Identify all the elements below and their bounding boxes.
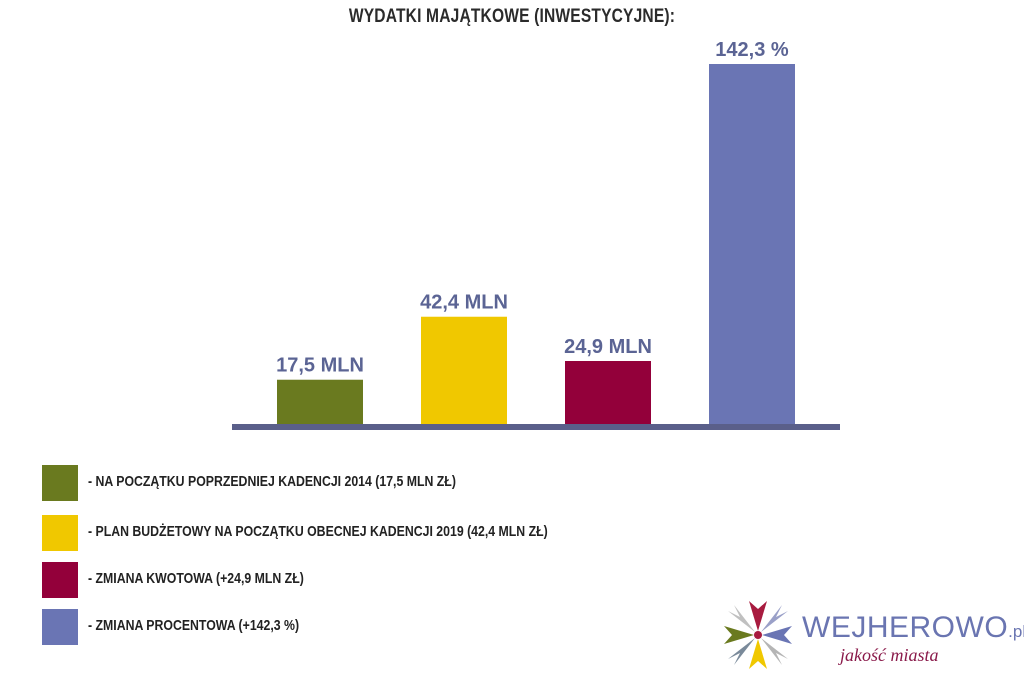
star-emblem-icon xyxy=(724,601,792,669)
logo-suffix: .pl xyxy=(1008,622,1024,641)
legend-item: - PLAN BUDŻETOWY NA POCZĄTKU OBECNEJ KAD… xyxy=(42,515,662,551)
legend-swatch-1 xyxy=(42,465,78,501)
legend-label-2: - PLAN BUDŻETOWY NA POCZĄTKU OBECNEJ KAD… xyxy=(88,523,548,540)
legend-label-3: - ZMIANA KWOTOWA (+24,9 MLN ZŁ) xyxy=(88,570,304,587)
bar-3 xyxy=(565,361,651,424)
bar-1 xyxy=(277,379,363,424)
bar-4 xyxy=(709,64,795,424)
bar-chart: 17,5 MLN 42,4 MLN 24,9 MLN 142,3 % xyxy=(232,39,840,430)
x-axis-baseline xyxy=(232,424,840,430)
wejherowo-logo[interactable]: WEJHEROWO.pl jakość miasta xyxy=(720,595,1024,675)
bar-data-label-3: 24,9 MLN xyxy=(564,336,652,358)
legend-item: - NA POCZĄTKU POPRZEDNIEJ KADENCJI 2014 … xyxy=(42,465,662,501)
logo-wordmark: WEJHEROWO.pl xyxy=(802,611,1024,645)
bar-data-label-1: 17,5 MLN xyxy=(276,355,364,377)
logo-tagline: jakość miasta xyxy=(840,645,939,665)
legend-label-1: - NA POCZĄTKU POPRZEDNIEJ KADENCJI 2014 … xyxy=(88,473,456,490)
legend-swatch-4 xyxy=(42,609,78,645)
legend-label-4: - ZMIANA PROCENTOWA (+142,3 %) xyxy=(88,617,300,634)
bar-data-label-2: 42,4 MLN xyxy=(420,292,508,314)
legend-swatch-3 xyxy=(42,562,78,598)
legend-swatch-2 xyxy=(42,515,78,551)
logo-name: WEJHEROWO xyxy=(802,611,1009,644)
bar-data-label-4: 142,3 % xyxy=(715,39,789,61)
legend-item: - ZMIANA KWOTOWA (+24,9 MLN ZŁ) xyxy=(42,562,662,598)
chart-title: WYDATKI MAJĄTKOWE (INWESTYCYJNE): xyxy=(348,6,676,27)
bar-2 xyxy=(421,316,507,424)
legend-item: - ZMIANA PROCENTOWA (+142,3 %) xyxy=(42,609,662,645)
